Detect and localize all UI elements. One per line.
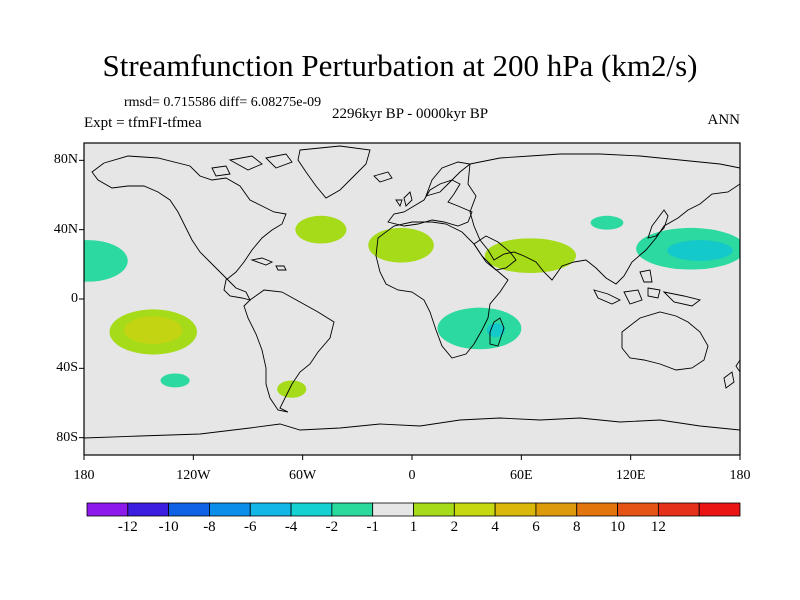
y-tick-label: 80S <box>56 429 78 445</box>
coast-asia <box>467 153 740 285</box>
colorbar-swatch <box>617 502 659 517</box>
colorbar-label: -1 <box>366 519 379 535</box>
plot-title: Streamfunction Perturbation at 200 hPa (… <box>102 48 698 83</box>
colorbar-swatch <box>657 502 700 517</box>
anomaly-patagonia <box>277 380 307 398</box>
coast-north-america <box>91 155 287 301</box>
anomaly-south-pacific-core <box>124 316 183 345</box>
colorbar-label: -6 <box>244 519 257 535</box>
x-tick-label: 120E <box>615 468 646 483</box>
anomaly-sahara <box>368 227 434 263</box>
coast-new-zealand <box>723 359 740 389</box>
coast-africa <box>375 221 509 359</box>
season-label: ANN <box>707 112 741 128</box>
colorbar <box>86 502 741 517</box>
colorbar-swatch <box>168 502 210 517</box>
map-background <box>84 143 740 455</box>
x-tick-label: 60E <box>510 468 533 483</box>
colorbar-label: 4 <box>491 519 499 535</box>
x-tick-label: 60W <box>289 468 317 483</box>
coast-greenland <box>297 145 371 199</box>
colorbar-label: 8 <box>573 519 581 535</box>
experiment-label: Expt = tfmFI-tfmea <box>84 115 202 131</box>
anomaly-east-africa-outer <box>437 307 522 350</box>
anomaly-south-pacific-small <box>160 373 190 388</box>
colorbar-label: -12 <box>117 519 138 535</box>
x-tick-label: 180 <box>73 468 95 483</box>
colorbar-swatch <box>86 502 129 517</box>
anomaly-north-pacific-west <box>84 240 128 282</box>
y-tick-label: 40N <box>53 221 78 237</box>
colorbar-label: -4 <box>284 519 298 535</box>
coast-south-america <box>243 289 335 413</box>
rmsd-stats: rmsd= 0.715586 diff= 6.08275e-09 <box>124 95 322 110</box>
colorbar-swatch <box>127 502 170 517</box>
colorbar-swatch <box>290 502 333 517</box>
coast-caribbean <box>250 257 287 271</box>
y-tick-label: 40S <box>56 360 78 376</box>
anomaly-central-asia <box>590 215 624 230</box>
colorbar-swatch <box>331 502 374 517</box>
anomaly-northwest-pacific-core <box>667 240 733 261</box>
colorbar-label: -8 <box>203 519 216 535</box>
colorbar-label: 12 <box>650 519 666 535</box>
colorbar-swatch <box>494 502 537 517</box>
y-tick-label: 0 <box>71 291 78 306</box>
coast-australia <box>621 311 709 371</box>
coast-europe <box>387 179 473 227</box>
time-range-subtitle: 2296kyr BP - 0000kyr BP <box>331 106 489 122</box>
coast-british-isles <box>373 171 413 208</box>
colorbar-swatch <box>209 502 251 517</box>
colorbar-swatch <box>698 502 741 517</box>
coastlines <box>84 145 740 439</box>
anomaly-layer <box>84 215 740 398</box>
colorbar-label: -10 <box>158 519 179 535</box>
colorbar-swatch <box>535 502 578 517</box>
x-tick-label: 180 <box>729 468 751 483</box>
anomaly-arabia-india <box>484 238 576 273</box>
colorbar-label: 6 <box>532 519 540 535</box>
colorbar-label: 2 <box>450 519 459 535</box>
coast-arabia <box>473 235 517 271</box>
coast-madagascar <box>489 317 505 347</box>
colorbar-swatch <box>576 502 618 517</box>
x-tick-label: 0 <box>408 468 416 483</box>
colorbar-label: -2 <box>325 519 339 535</box>
anomaly-madagascar-core <box>486 323 505 338</box>
axis-ticks <box>79 159 741 460</box>
y-tick-label: 80N <box>53 152 78 168</box>
colorbar-swatch <box>413 502 455 517</box>
coast-indonesia <box>593 269 702 307</box>
colorbar-label: 10 <box>610 519 626 535</box>
colorbar-label: 1 <box>409 519 418 535</box>
colorbar-swatch <box>453 502 496 517</box>
coast-arctic-islands <box>211 153 293 177</box>
coast-japan <box>647 209 669 239</box>
colorbar-swatch <box>372 502 414 517</box>
coast-antarctica <box>84 417 740 439</box>
x-tick-label: 120W <box>176 468 211 483</box>
anomaly-north-atlantic <box>295 215 347 244</box>
colorbar-swatch <box>249 502 292 517</box>
